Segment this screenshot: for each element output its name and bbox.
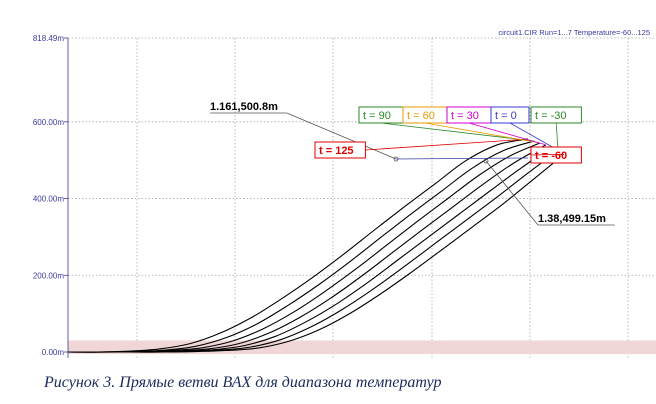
series-tag: t = -30: [530, 106, 582, 151]
series-tag-leader: [530, 154, 565, 156]
annotation-leader: [485, 160, 539, 226]
annotation-label: 1.38,499.15m: [538, 213, 606, 225]
axes: 0.00m 200.00m 400.00m 600.00m 818.49m: [33, 34, 69, 358]
value-annotation: 1.38,499.15m: [483, 158, 615, 226]
curve-t60: [67, 142, 541, 353]
y-tick-label: 400.00m: [33, 195, 64, 204]
series-tag-label: t = 60: [407, 110, 435, 122]
annotation-label: 1.161,500.8m: [210, 101, 278, 113]
series-tags: t = 125 t = 90 t = 60 t = 30 t = 0 t = -30 t =…: [314, 106, 582, 164]
series-tag: t = 0: [490, 106, 553, 148]
series-tag-leader: [555, 122, 559, 151]
series-tag-leader: [468, 122, 547, 146]
curve-t90: [67, 140, 535, 353]
cursor-line: [395, 157, 529, 160]
y-tick-label: 200.00m: [33, 271, 64, 280]
curves: [67, 138, 565, 353]
series-tag-label: t = 90: [363, 110, 391, 122]
series-tag-label: t = 30: [451, 110, 479, 122]
series-tag: t = 30: [446, 106, 547, 146]
series-tag-label: t = 0: [495, 110, 517, 122]
curve-t0: [67, 146, 553, 353]
series-tag: t = 125: [314, 138, 529, 159]
curve-t-60: [67, 153, 565, 353]
annotation-leader: [286, 112, 397, 160]
series-tag-leader: [425, 122, 541, 144]
series-tag-label: t = -60: [535, 150, 567, 162]
series-tag-label: t = 125: [319, 145, 354, 157]
y-tick-label: 818.49m: [33, 34, 64, 43]
figure-caption: Рисунок 3. Прямые ветви ВАХ для диапазон…: [44, 374, 442, 391]
series-tag: t = 60: [402, 106, 541, 144]
series-tag-leader: [381, 122, 535, 142]
series-tag-leader: [509, 122, 553, 148]
y-tick-label: 600.00m: [33, 118, 64, 127]
series-tag-label: t = -30: [535, 110, 567, 122]
y-tick-label: 0.00m: [42, 348, 65, 357]
series-tag-leader: [365, 138, 529, 151]
series-tag: t = -60: [530, 146, 582, 164]
series-tag: t = 90: [358, 106, 535, 142]
annotation-marker: [483, 158, 489, 164]
curve-t125: [67, 138, 529, 353]
grid: [68, 37, 656, 358]
chart-header: circuit1.CIR Run=1...7 Temperature=-60..…: [498, 28, 650, 37]
curve-t-30: [67, 150, 559, 353]
annotations: 1.161,500.8m 1.38,499.15m: [210, 101, 615, 226]
